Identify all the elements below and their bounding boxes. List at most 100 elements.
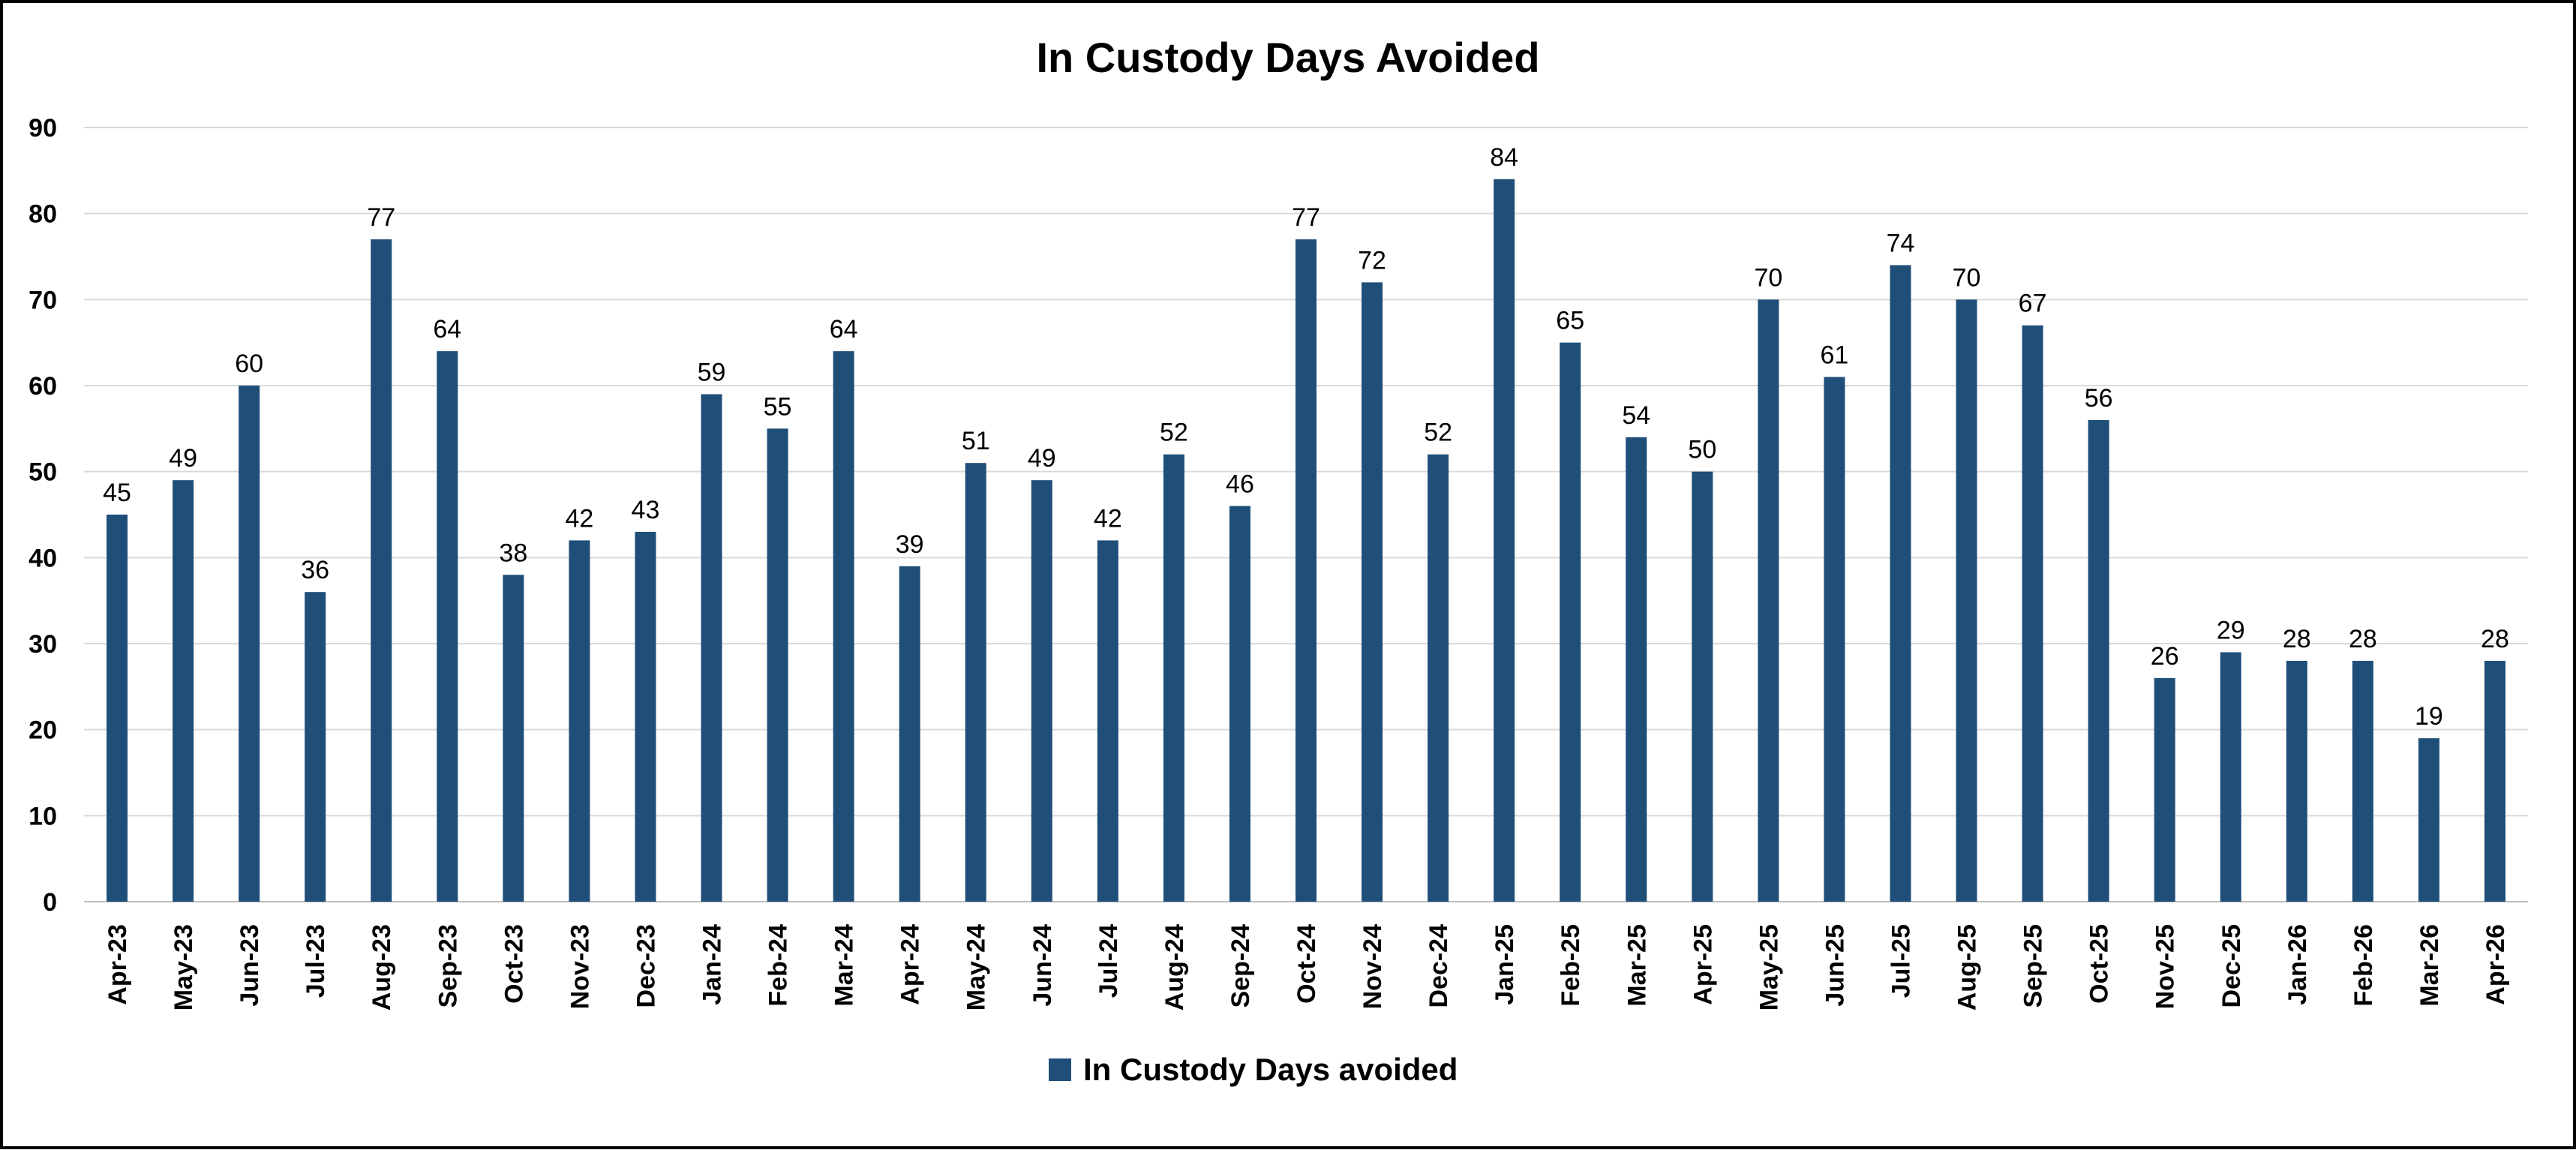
x-tick-label: Mar-24 [830,924,859,1007]
x-tick-label: Aug-25 [1953,924,1982,1010]
x-tick-label: Sep-24 [1226,924,1255,1008]
x-tick-label: Oct-25 [2085,924,2114,1004]
x-tick-label: Apr-25 [1689,924,1717,1005]
y-tick-label: 60 [29,372,57,401]
bar [437,351,458,902]
data-label: 77 [367,203,395,232]
y-tick-label: 10 [29,802,57,830]
bar [1097,540,1118,902]
bar-series [107,179,2505,902]
data-label: 43 [632,496,660,524]
y-tick-label: 40 [29,544,57,572]
bar [1163,454,1184,902]
x-tick-label: Feb-26 [2349,924,2378,1007]
bar [1362,282,1383,902]
data-label: 72 [1358,246,1386,275]
y-tick-label: 90 [29,114,57,143]
bar-chart: In Custody Days Avoided 0 10 20 30 40 50 60 70 8… [29,34,2528,1087]
x-tick-label: May-24 [962,924,991,1010]
x-tick-label: Sep-23 [434,924,462,1008]
bar [1560,342,1581,902]
data-label: 46 [1226,470,1254,499]
bar [2352,660,2373,902]
x-tick-label: Jan-25 [1491,924,1519,1005]
x-tick-label: Feb-25 [1557,924,1585,1007]
bar [701,394,722,902]
data-label: 54 [1622,401,1650,430]
bar [2088,419,2109,902]
x-tick-label: Mar-25 [1623,924,1651,1007]
chart-title: In Custody Days Avoided [1036,34,1539,81]
data-label: 50 [1688,436,1716,464]
data-label: 28 [2481,625,2509,653]
data-label: 77 [1292,203,1320,232]
bar [1494,179,1515,902]
data-label: 56 [2085,384,2113,413]
data-label: 64 [830,315,858,344]
x-axis-ticks: Apr-23 May-23 Jun-23 Jul-23 Aug-23 Sep-23 Oct-… [104,924,2510,1010]
x-tick-label: Oct-24 [1293,924,1321,1004]
data-label: 49 [1028,444,1056,473]
x-tick-label: May-23 [170,924,198,1010]
data-label: 55 [764,392,792,421]
x-tick-label: Apr-24 [896,924,925,1005]
data-label: 19 [2415,702,2443,731]
y-axis-ticks: 0 10 20 30 40 50 60 70 80 90 [29,114,57,917]
bar [503,575,524,902]
x-tick-label: Jul-23 [302,924,330,998]
bar [1824,377,1845,902]
data-label: 29 [2217,616,2245,644]
bar [635,531,656,902]
x-tick-label: Jun-25 [1821,924,1849,1007]
y-tick-label: 0 [43,888,57,917]
x-tick-label: Dec-25 [2217,924,2246,1008]
legend: In Custody Days avoided [1049,1052,1458,1087]
bar [2154,677,2175,902]
bar [1229,506,1250,902]
x-tick-label: Oct-23 [500,924,528,1004]
bar [1031,480,1052,902]
bar [1626,437,1647,902]
bar [1428,454,1449,902]
x-tick-label: Nov-23 [566,924,594,1009]
data-label: 28 [2349,625,2377,653]
data-label: 49 [169,444,197,473]
data-label: 52 [1160,419,1188,447]
bar [2286,660,2307,902]
y-tick-label: 20 [29,716,57,745]
data-label: 61 [1821,341,1849,370]
bar [833,351,854,902]
data-label: 60 [235,350,263,378]
data-label: 26 [2151,642,2179,671]
x-tick-label: Aug-24 [1160,924,1189,1010]
x-tick-label: Dec-24 [1425,924,1453,1008]
data-label: 45 [103,479,131,507]
bar [371,239,392,902]
x-tick-label: Sep-25 [2019,924,2048,1008]
data-label: 59 [698,358,726,386]
data-label: 52 [1424,419,1452,447]
bar [239,386,260,902]
x-tick-label: Mar-26 [2415,924,2444,1007]
legend-label: In Custody Days avoided [1083,1052,1458,1087]
data-label: 64 [433,315,461,344]
y-tick-label: 80 [29,200,57,229]
bar [1692,471,1713,902]
data-label: 42 [565,504,593,533]
bar [2022,325,2043,902]
y-tick-label: 30 [29,630,57,659]
x-tick-label: Feb-24 [764,924,793,1007]
x-tick-label: Jan-24 [698,924,727,1005]
bar [173,480,194,902]
bar [305,592,326,902]
x-tick-label: Nov-25 [2151,924,2180,1009]
x-tick-label: May-25 [1755,924,1783,1010]
data-label: 67 [2019,290,2047,318]
bar [899,566,920,902]
x-tick-label: Jun-23 [236,924,264,1007]
bar [1758,299,1779,902]
bar [569,540,590,902]
x-tick-label: Dec-23 [632,924,660,1008]
x-tick-label: Jun-24 [1028,924,1057,1007]
